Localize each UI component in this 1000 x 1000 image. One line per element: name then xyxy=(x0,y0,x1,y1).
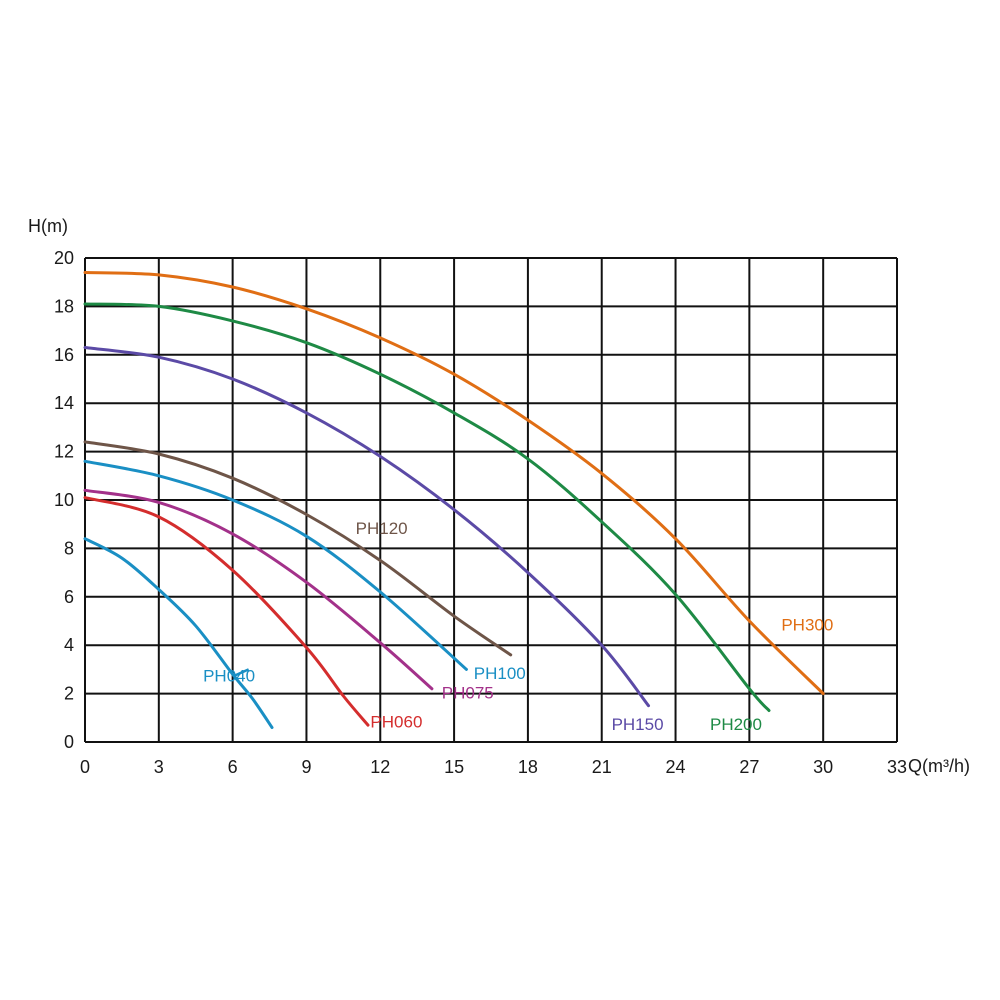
series-label-ph300: PH300 xyxy=(781,616,833,635)
y-tick-label: 16 xyxy=(54,345,74,365)
y-tick-label: 2 xyxy=(64,684,74,704)
series-line-ph150 xyxy=(83,346,650,708)
x-tick-label: 3 xyxy=(154,757,164,777)
x-tick-label: 12 xyxy=(370,757,390,777)
series-label-ph075: PH075 xyxy=(442,683,494,702)
series-label-ph100: PH100 xyxy=(474,664,526,683)
y-tick-label: 4 xyxy=(64,635,74,655)
x-axis-title: Q(m³/h) xyxy=(908,756,970,776)
y-tick-label: 10 xyxy=(54,490,74,510)
y-tick-label: 18 xyxy=(54,296,74,316)
y-tick-label: 20 xyxy=(54,248,74,268)
series-line-ph100 xyxy=(83,459,468,671)
y-tick-label: 12 xyxy=(54,442,74,462)
series-label-ph040: PH040 xyxy=(203,667,255,686)
x-tick-label: 6 xyxy=(228,757,238,777)
x-tick-label: 0 xyxy=(80,757,90,777)
y-axis-title: H(m) xyxy=(28,216,68,236)
series-label-ph200: PH200 xyxy=(710,715,762,734)
x-tick-label: 15 xyxy=(444,757,464,777)
x-tick-label: 9 xyxy=(301,757,311,777)
x-tick-label: 33 xyxy=(887,757,907,777)
y-tick-label: 0 xyxy=(64,732,74,752)
series-label-ph060: PH060 xyxy=(370,712,422,731)
series-label-ph120: PH120 xyxy=(356,519,408,538)
series-line-ph120 xyxy=(83,440,513,657)
series-line-ph040 xyxy=(83,537,274,729)
x-tick-label: 21 xyxy=(592,757,612,777)
x-tick-label: 18 xyxy=(518,757,538,777)
x-tick-label: 24 xyxy=(666,757,686,777)
y-tick-label: 6 xyxy=(64,587,74,607)
series-line-ph075 xyxy=(83,488,434,691)
x-tick-label: 27 xyxy=(739,757,759,777)
x-tick-label: 30 xyxy=(813,757,833,777)
series-line-ph300 xyxy=(83,271,825,696)
series-label-ph150: PH150 xyxy=(612,715,664,734)
ph040-leader-line xyxy=(234,668,250,677)
series-line-ph060 xyxy=(83,496,370,727)
series-line-ph200 xyxy=(83,302,771,712)
y-tick-label: 14 xyxy=(54,393,74,413)
grid xyxy=(84,257,898,743)
series-lines xyxy=(83,271,825,729)
y-tick-label: 8 xyxy=(64,538,74,558)
